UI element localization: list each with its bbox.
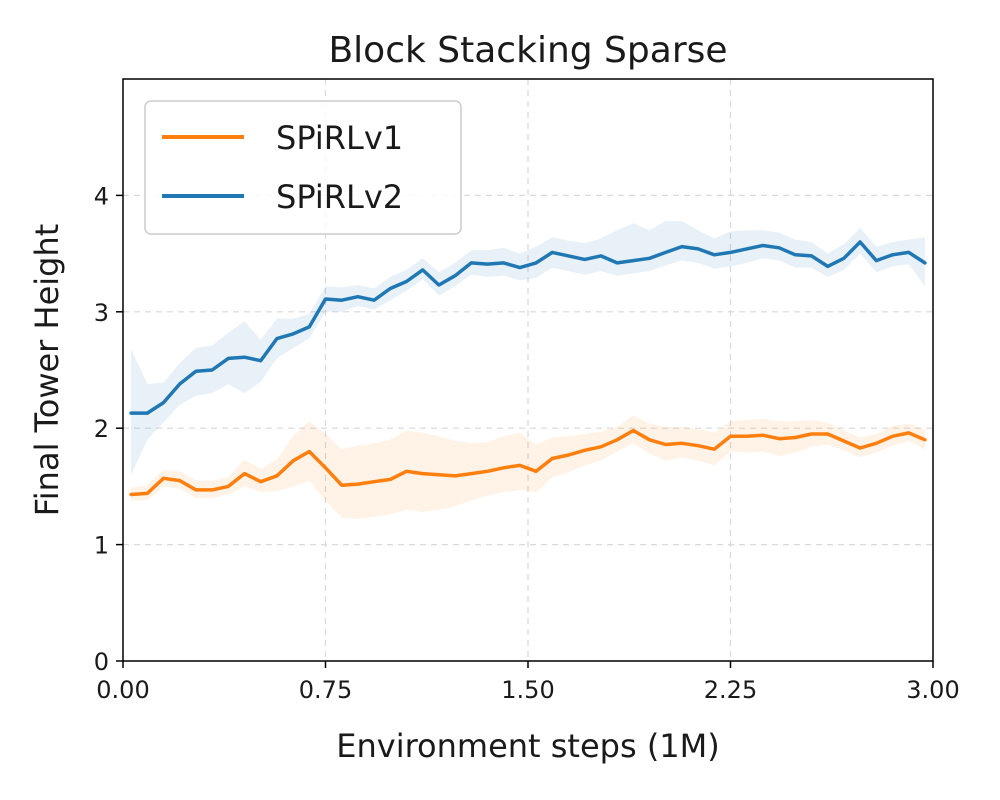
chart-title: Block Stacking Sparse: [328, 30, 727, 71]
band-spirlv2: [131, 221, 925, 475]
x-tick-label: 2.25: [704, 676, 757, 704]
legend-label-spirlv2: SPiRLv2: [276, 178, 403, 216]
y-axis: 0 1 2 3 4: [94, 182, 123, 676]
y-tick-label: 4: [94, 182, 109, 210]
line-spirlv2: [129, 240, 927, 415]
x-axis-label: Environment steps (1M): [336, 727, 720, 765]
y-axis-label: Final Tower Height: [28, 224, 66, 517]
line-spirlv1: [129, 428, 927, 497]
x-tick-label: 0.00: [96, 676, 149, 704]
y-tick-label: 2: [94, 415, 109, 443]
x-tick-label: 0.75: [299, 676, 352, 704]
legend-label-spirlv1: SPiRLv1: [276, 119, 403, 157]
x-tick-label: 3.00: [906, 676, 959, 704]
x-tick-label: 1.50: [501, 676, 554, 704]
y-tick-label: 1: [94, 532, 109, 560]
legend: SPiRLv1 SPiRLv2: [144, 100, 462, 235]
y-tick-label: 3: [94, 299, 109, 327]
x-axis: 0.00 0.75 1.50 2.25 3.00: [96, 661, 960, 704]
legend-box: [144, 100, 462, 235]
y-tick-label: 0: [94, 648, 109, 676]
series-lines: [129, 240, 927, 497]
